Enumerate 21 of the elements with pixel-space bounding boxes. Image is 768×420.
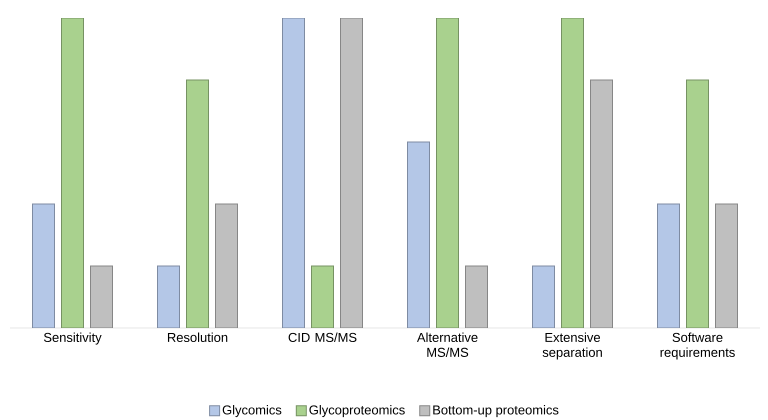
x-tick-label: Software requirements xyxy=(660,332,735,360)
x-tick-label: Sensitivity xyxy=(44,332,102,344)
bar xyxy=(32,203,56,328)
bar xyxy=(436,18,460,328)
x-tick-label: Resolution xyxy=(168,332,228,342)
bar xyxy=(61,18,84,328)
legend-label: Bottom-up proteomics xyxy=(433,404,558,417)
x-tick-label: Extensive separation xyxy=(542,332,602,360)
bar xyxy=(407,141,430,328)
legend-label: Glycoproteomics xyxy=(309,404,405,417)
bar xyxy=(282,18,306,328)
x-tick-label: Alternative MS/MS xyxy=(416,332,478,357)
bar xyxy=(532,265,555,328)
bar xyxy=(311,265,334,328)
bar xyxy=(186,79,210,328)
bar xyxy=(561,18,584,328)
bar xyxy=(157,265,180,328)
bar xyxy=(686,79,710,328)
bar xyxy=(657,203,680,328)
legend-label: Glycomics xyxy=(222,404,282,417)
x-tick-label: CID MS/MS xyxy=(288,332,356,342)
